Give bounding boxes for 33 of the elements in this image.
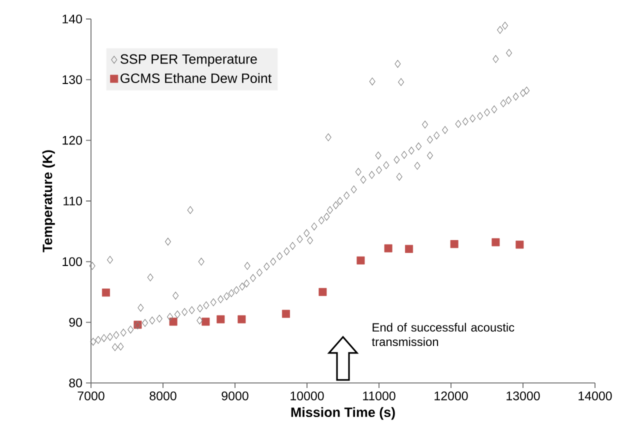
point — [356, 256, 365, 264]
point — [282, 310, 290, 318]
x-tick-label: 12000 — [434, 392, 468, 400]
y-tick-label: 130 — [62, 75, 82, 84]
point — [202, 318, 210, 326]
point — [216, 315, 225, 324]
point — [516, 240, 524, 249]
point — [169, 318, 178, 326]
y-tick-label: 140 — [62, 14, 82, 24]
x-axis-title: Mission Time (s) — [291, 407, 395, 420]
y-axis-title: Temperature (K) — [42, 150, 55, 252]
point — [450, 240, 458, 248]
x-tick-label: 11000 — [363, 392, 396, 400]
y-tick-label: 120 — [62, 136, 82, 145]
x-tick-label: 9000 — [222, 392, 248, 400]
point — [318, 288, 327, 296]
y-tick-label: 80 — [69, 378, 82, 388]
x-tick-label: 7000 — [78, 392, 104, 400]
y-tick-label: 100 — [62, 257, 82, 266]
annotation: End of successful acoustic transmission — [372, 322, 514, 346]
x-tick-label: 10000 — [290, 392, 324, 400]
point — [238, 315, 246, 324]
y-tick-label: 90 — [69, 318, 82, 327]
legend-label: SSP PER Temperature — [120, 54, 257, 66]
point — [384, 244, 392, 252]
point — [492, 238, 500, 246]
y-tick-label: 110 — [64, 196, 82, 206]
point — [405, 244, 414, 253]
point — [102, 288, 110, 297]
x-tick-label: 13000 — [506, 392, 540, 400]
legend-label: GCMS Ethane Dew Point — [120, 73, 272, 84]
x-tick-label: 14000 — [578, 392, 612, 400]
x-tick-label: 8000 — [150, 392, 176, 400]
